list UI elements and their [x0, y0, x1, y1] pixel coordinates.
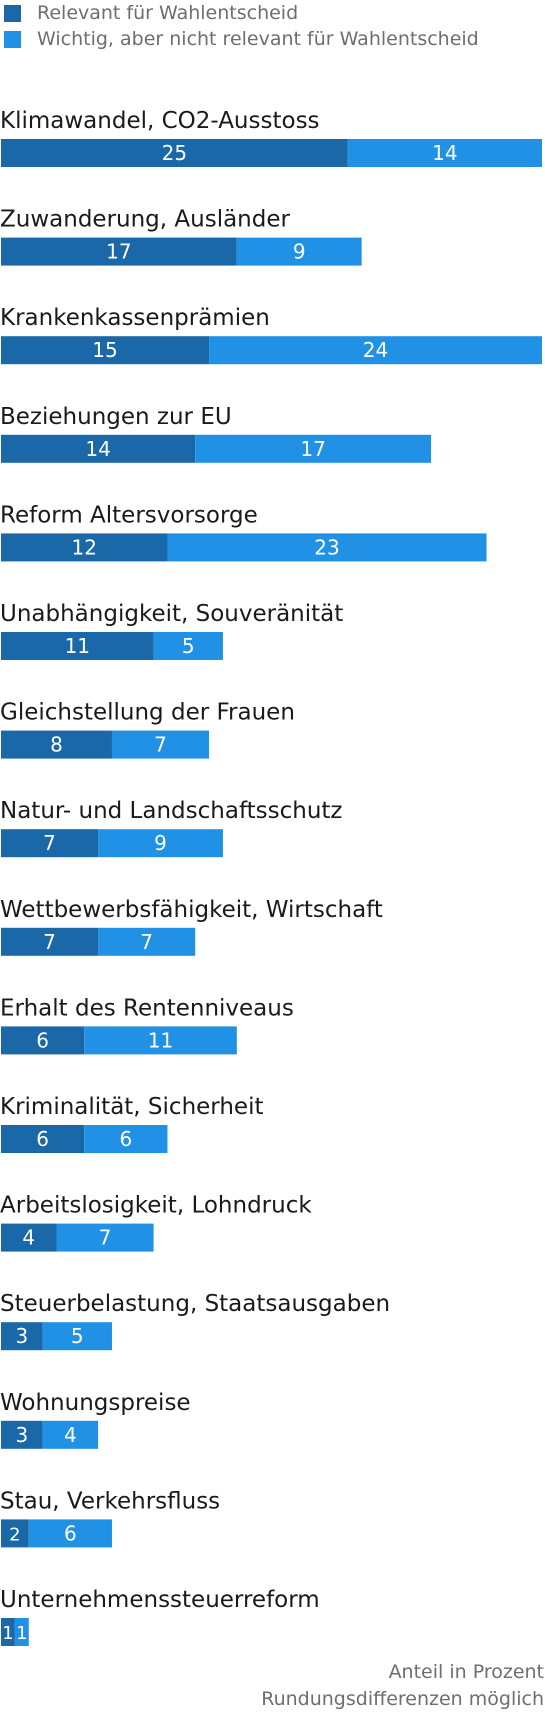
bar-segment-relevant [1, 730, 112, 759]
category-label: Steuerbelastung, Staatsausgaben [0, 1291, 390, 1317]
legend-item-relevant: Relevant für Wahlentscheid [4, 0, 479, 26]
category-label: Stau, Verkehrsfluss [0, 1488, 220, 1514]
bar-value-label: 5 [71, 1324, 84, 1348]
category-label: Gleichstellung der Frauen [0, 700, 295, 726]
bar-value-label: 3 [15, 1423, 28, 1447]
bar-segment-not-relevant [347, 139, 542, 167]
bar-value-label: 7 [43, 831, 56, 855]
bar-segment-relevant [1, 1519, 29, 1548]
category-label: Zuwanderung, Ausländer [0, 207, 291, 233]
legend-item-not-relevant: Wichtig, aber nicht relevant für Wahlent… [4, 26, 479, 52]
bar-value-label: 9 [154, 831, 167, 855]
bar-segment-not-relevant [167, 533, 487, 562]
bar-segment-relevant [1, 632, 154, 660]
bar-segment-relevant [1, 1125, 85, 1153]
bar-value-label: 9 [293, 240, 306, 264]
bar-segment-not-relevant [98, 927, 196, 956]
legend-swatch-relevant [4, 4, 21, 22]
legend-label-not-relevant: Wichtig, aber nicht relevant für Wahlent… [37, 27, 479, 50]
bar-segment-relevant [1, 1618, 15, 1646]
bar-segment-relevant [1, 829, 99, 858]
bar-value-label: 24 [363, 338, 388, 362]
bar-value-label: 23 [314, 535, 339, 559]
bar-value-label: 11 [65, 634, 90, 658]
bar-segment-relevant [1, 434, 196, 463]
category-label: Kriminalität, Sicherheit [0, 1094, 263, 1120]
category-label: Unabhängigkeit, Souveränität [0, 601, 343, 627]
bar-segment-not-relevant [111, 730, 210, 759]
bar-value-label: 15 [92, 338, 117, 362]
bar-value-label: 17 [300, 437, 325, 461]
bar-segment-not-relevant [28, 1519, 112, 1548]
bar-segment-not-relevant [84, 1125, 168, 1153]
bar-value-label: 7 [140, 930, 153, 954]
chart-footer: Anteil in Prozent Rundungsdifferenzen mö… [261, 1659, 544, 1713]
bar-value-label: 6 [36, 1127, 49, 1151]
category-label: Wettbewerbsfähigkeit, Wirtschaft [0, 897, 383, 923]
category-label: Wohnungspreise [0, 1390, 191, 1416]
bar-value-label: 4 [22, 1226, 35, 1250]
bar-value-label: 2 [9, 1524, 20, 1545]
bar-value-label: 11 [148, 1028, 173, 1052]
bar-value-label: 17 [106, 240, 131, 264]
bar-value-label: 1 [16, 1623, 27, 1644]
bar-value-label: 7 [99, 1226, 112, 1250]
bar-value-label: 6 [64, 1521, 77, 1545]
category-label: Krankenkassenprämien [0, 305, 270, 331]
bar-segment-relevant [1, 533, 168, 562]
footer-rounding-note: Rundungsdifferenzen möglich [261, 1688, 544, 1710]
bar-value-label: 14 [85, 437, 110, 461]
bar-segment-relevant [1, 1322, 43, 1351]
legend-swatch-not-relevant [4, 30, 21, 48]
bar-segment-relevant [1, 927, 99, 956]
bar-value-label: 14 [432, 141, 457, 165]
bar-value-label: 7 [154, 733, 167, 757]
category-label: Klimawandel, CO2-Ausstoss [0, 108, 320, 134]
category-label: Natur- und Landschaftsschutz [0, 798, 343, 824]
bar-segment-relevant [1, 1223, 57, 1252]
bar-segment-relevant [1, 237, 237, 266]
bar-segment-relevant [1, 139, 348, 167]
category-label: Beziehungen zur EU [0, 404, 232, 430]
bar-segment-not-relevant [209, 336, 543, 365]
category-label: Unternehmenssteuerreform [0, 1587, 320, 1613]
category-label: Erhalt des Rentenniveaus [0, 995, 294, 1021]
bar-segment-relevant [1, 1420, 43, 1449]
bar-value-label: 3 [15, 1324, 28, 1348]
bar-segment-not-relevant [98, 829, 223, 858]
bar-segment-not-relevant [42, 1322, 112, 1351]
legend: Relevant für Wahlentscheid Wichtig, aber… [4, 0, 479, 52]
bar-value-label: 6 [36, 1028, 49, 1052]
bar-segment-not-relevant [14, 1618, 29, 1646]
bar-value-label: 6 [119, 1127, 132, 1151]
bar-segment-not-relevant [84, 1026, 237, 1055]
category-label: Arbeitslosigkeit, Lohndruck [0, 1193, 312, 1219]
bar-segment-relevant [1, 1026, 85, 1055]
bar-value-label: 8 [50, 733, 63, 757]
bar-segment-not-relevant [153, 632, 223, 660]
bar-segment-not-relevant [195, 434, 432, 463]
bar-segment-not-relevant [56, 1223, 154, 1252]
bar-value-label: 1 [2, 1623, 13, 1644]
bar-value-label: 5 [182, 634, 195, 658]
category-label: Reform Altersvorsorge [0, 502, 258, 528]
bar-segment-relevant [1, 336, 210, 365]
bar-segment-not-relevant [42, 1420, 99, 1449]
footer-unit-note: Anteil in Prozent [388, 1661, 544, 1683]
bar-value-label: 4 [64, 1423, 77, 1447]
bar-value-label: 25 [162, 141, 187, 165]
legend-label-relevant: Relevant für Wahlentscheid [37, 1, 299, 24]
bar-value-label: 12 [72, 535, 97, 559]
bar-value-label: 7 [43, 930, 56, 954]
bar-segment-not-relevant [236, 237, 362, 266]
